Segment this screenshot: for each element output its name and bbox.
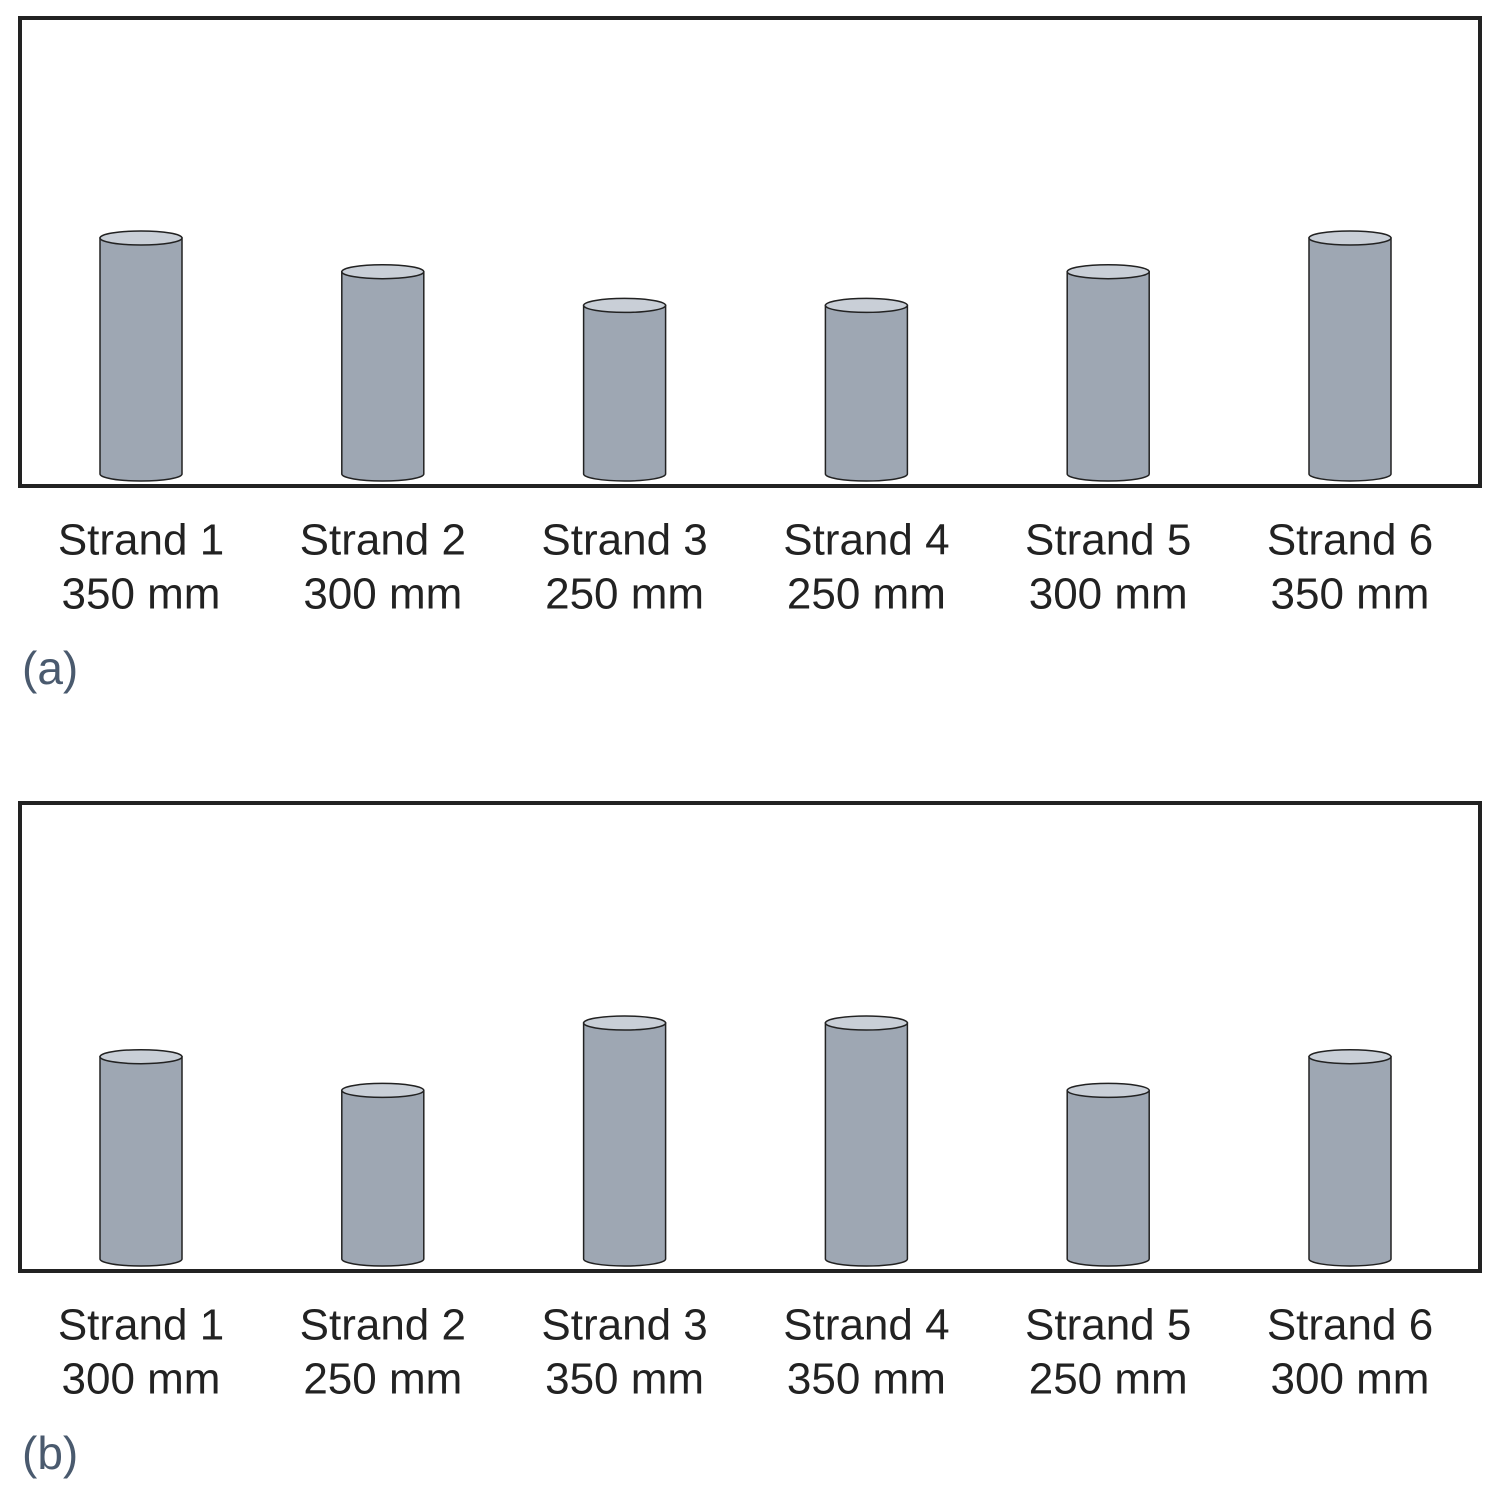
cylinder-top: [341, 263, 425, 280]
panel-label: (a): [22, 642, 78, 694]
cylinder-top: [824, 1015, 909, 1031]
cylinder-top: [99, 230, 183, 246]
cylinder-top: [582, 1015, 667, 1031]
length-label: 300 mm: [303, 570, 462, 619]
cylinder-top: [582, 297, 667, 314]
strand-label: Strand 3: [541, 516, 707, 565]
cylinder-top: [99, 1048, 183, 1065]
length-label: 350 mm: [1271, 570, 1430, 619]
frame: [18, 16, 1482, 488]
cylinder-body: [1066, 1089, 1150, 1267]
cylinder-body: [824, 1022, 909, 1267]
cylinder-body: [341, 270, 425, 482]
cylinder-top: [1308, 1048, 1392, 1065]
length-label: 250 mm: [303, 1355, 462, 1404]
strand-label: Strand 1: [58, 1301, 224, 1350]
panel-label: (b): [22, 1427, 78, 1479]
frame: [18, 801, 1482, 1273]
strand-label: Strand 3: [541, 1301, 707, 1350]
strand-label: Strand 2: [300, 1301, 466, 1350]
strand-label: Strand 5: [1025, 1301, 1191, 1350]
length-label: 350 mm: [787, 1355, 946, 1404]
length-label: 350 mm: [545, 1355, 704, 1404]
cylinder-body: [1308, 237, 1392, 482]
length-label: 300 mm: [1029, 570, 1188, 619]
length-label: 250 mm: [545, 570, 704, 619]
strand-label: Strand 6: [1267, 1301, 1433, 1350]
strand-label: Strand 1: [58, 516, 224, 565]
cylinder-top: [1066, 1082, 1150, 1099]
strand-label: Strand 4: [783, 1301, 949, 1350]
cylinder-body: [582, 1022, 667, 1267]
cylinder-body: [582, 304, 667, 482]
length-label: 350 mm: [62, 570, 221, 619]
strand-label: Strand 6: [1267, 516, 1433, 565]
length-label: 250 mm: [787, 570, 946, 619]
strand-label: Strand 2: [300, 516, 466, 565]
cylinder-body: [1308, 1055, 1392, 1267]
cylinder-top: [1066, 263, 1150, 280]
cylinder-body: [341, 1089, 425, 1267]
cylinder-top: [824, 297, 909, 314]
cylinder-body: [99, 237, 183, 482]
cylinder-body: [99, 1055, 183, 1267]
cylinder-body: [1066, 270, 1150, 482]
strand-label: Strand 4: [783, 516, 949, 565]
length-label: 250 mm: [1029, 1355, 1188, 1404]
length-label: 300 mm: [1271, 1355, 1430, 1404]
cylinder-top: [1308, 230, 1392, 246]
cylinder-top: [341, 1082, 425, 1099]
strand-label: Strand 5: [1025, 516, 1191, 565]
length-label: 300 mm: [62, 1355, 221, 1404]
cylinder-body: [824, 304, 909, 482]
